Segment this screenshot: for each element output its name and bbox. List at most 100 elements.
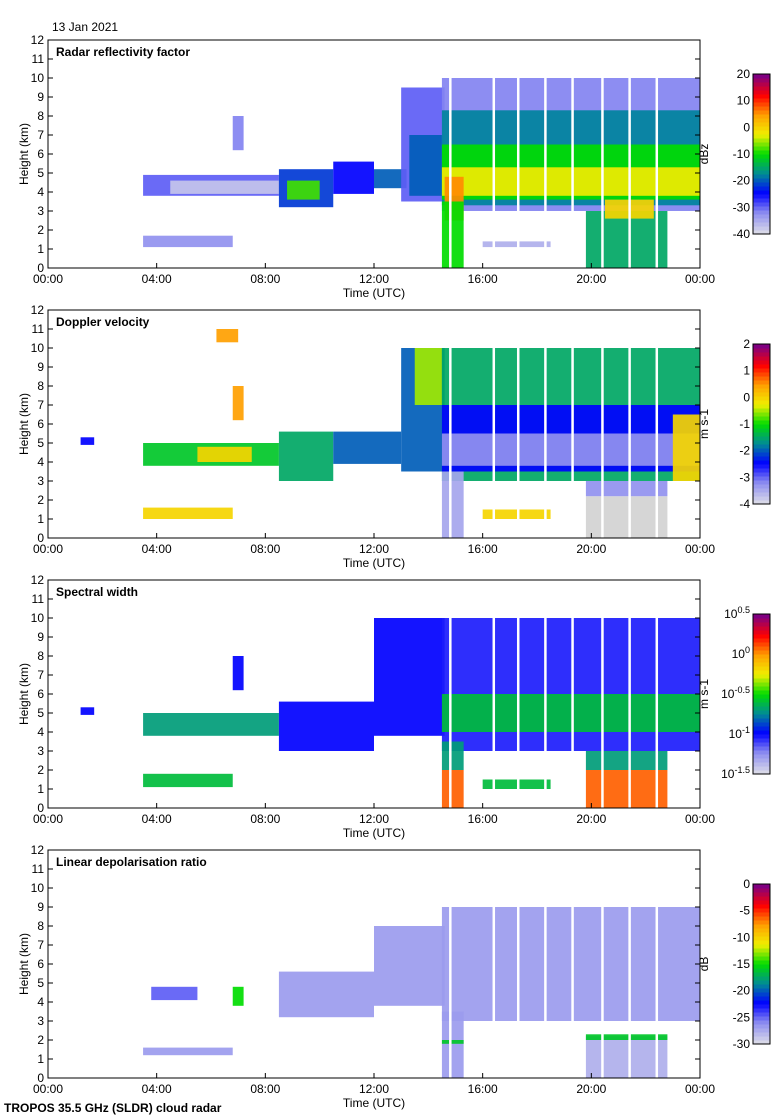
data-region-3 xyxy=(143,713,279,736)
y-tick-label: 1 xyxy=(37,782,44,796)
data-gap xyxy=(544,40,547,268)
data-gap xyxy=(544,310,547,538)
y-tick-label: 7 xyxy=(37,128,44,142)
y-tick-label: 1 xyxy=(37,512,44,526)
colorbar-segment xyxy=(753,614,770,619)
colorbar-segment xyxy=(753,734,770,739)
y-tick-label: 9 xyxy=(37,630,44,644)
data-region-7 xyxy=(278,431,334,481)
y-axis-label: Height (km) xyxy=(17,663,31,725)
colorbar-segment xyxy=(753,1008,770,1013)
colorbar-segment xyxy=(753,1016,770,1021)
colorbar-segment xyxy=(753,702,770,707)
y-tick-label: 6 xyxy=(37,957,44,971)
x-tick-label: 08:00 xyxy=(250,1082,280,1096)
colorbar-segment xyxy=(753,432,770,437)
colorbar-segment xyxy=(753,976,770,981)
y-axis-label: Height (km) xyxy=(17,393,31,455)
data-region-5 xyxy=(216,329,239,343)
x-tick-label: 12:00 xyxy=(359,1082,389,1096)
colorbar-tick-label: 10 xyxy=(737,94,751,108)
y-tick-label: 9 xyxy=(37,900,44,914)
colorbar-segment xyxy=(753,94,770,99)
y-tick-label: 8 xyxy=(37,649,44,663)
y-tick-label: 4 xyxy=(37,185,44,199)
data-gap xyxy=(655,40,659,268)
data-gap xyxy=(492,580,496,808)
y-tick-label: 4 xyxy=(37,995,44,1009)
colorbar-segment xyxy=(753,476,770,481)
colorbar-frame xyxy=(752,73,771,235)
colorbar-tick-label: 10-1.5 xyxy=(721,765,750,781)
data-region-9 xyxy=(441,770,464,808)
x-tick-label: 04:00 xyxy=(142,812,172,826)
data-region-1 xyxy=(80,707,95,715)
data-region-6 xyxy=(374,618,445,736)
colorbar-segment xyxy=(753,988,770,993)
data-region-8 xyxy=(441,1040,464,1044)
colorbar-segment xyxy=(753,464,770,469)
colorbar-segment xyxy=(753,916,770,921)
data-region-7 xyxy=(441,1011,464,1078)
data-region-9 xyxy=(585,1036,668,1078)
colorbar-segment xyxy=(753,194,770,199)
data-region-17 xyxy=(482,241,551,248)
data-gap xyxy=(571,40,574,268)
y-tick-label: 3 xyxy=(37,1014,44,1028)
colorbar-segment xyxy=(753,380,770,385)
data-region-14 xyxy=(441,471,464,538)
colorbar-tick-label: -15 xyxy=(733,957,751,971)
y-tick-label: 11 xyxy=(32,322,45,336)
data-region-8 xyxy=(333,431,402,464)
colorbar-segment xyxy=(753,622,770,627)
data-gap xyxy=(449,580,452,808)
colorbar-segment xyxy=(753,762,770,767)
data-region-14 xyxy=(441,167,700,196)
panel-title: Doppler velocity xyxy=(56,315,150,329)
y-tick-label: 2 xyxy=(37,1033,44,1047)
colorbar-segment xyxy=(753,178,770,183)
colorbar-segment xyxy=(753,348,770,353)
colorbar-segment xyxy=(753,940,770,945)
colorbar-tick-label: -20 xyxy=(733,174,751,188)
y-tick-label: 2 xyxy=(37,763,44,777)
y-tick-label: 0 xyxy=(37,1071,44,1085)
colorbar-segment xyxy=(753,376,770,381)
data-region-13 xyxy=(585,751,668,770)
y-tick-label: 6 xyxy=(37,147,44,161)
colorbar-segment xyxy=(753,726,770,731)
colorbar-tick-label: 10-1 xyxy=(729,725,750,741)
colorbar-segment xyxy=(753,452,770,457)
y-tick-label: 1 xyxy=(37,1052,44,1066)
colorbar-segment xyxy=(753,484,770,489)
colorbar-segment xyxy=(753,86,770,91)
y-tick-label: 0 xyxy=(37,261,44,275)
colorbar-segment xyxy=(753,658,770,663)
panel-title: Spectral width xyxy=(56,585,138,599)
data-region-8 xyxy=(441,694,700,732)
data-gap xyxy=(571,580,574,808)
colorbar-segment xyxy=(753,158,770,163)
data-region-6 xyxy=(441,907,700,1021)
x-tick-label: 00:00 xyxy=(685,1082,715,1096)
y-tick-label: 3 xyxy=(37,744,44,758)
y-tick-label: 11 xyxy=(32,52,45,66)
colorbar-segment xyxy=(753,388,770,393)
colorbar-segment xyxy=(753,1004,770,1009)
colorbar-segment xyxy=(753,130,770,135)
x-tick-label: 12:00 xyxy=(359,542,389,556)
data-region-6 xyxy=(287,180,320,200)
colorbar-segment xyxy=(753,182,770,187)
x-tick-label: 00:00 xyxy=(685,272,715,286)
data-region-2 xyxy=(143,773,233,788)
colorbar-segment xyxy=(753,186,770,191)
colorbar-segment xyxy=(753,122,770,127)
colorbar-segment xyxy=(753,408,770,413)
data-gap xyxy=(571,850,574,1078)
data-gap xyxy=(655,310,659,538)
colorbar-segment xyxy=(753,646,770,651)
colorbar-segment xyxy=(753,110,770,115)
colorbar-tick-label: 1 xyxy=(743,364,750,378)
colorbar-segment xyxy=(753,210,770,215)
colorbar-segment xyxy=(753,98,770,103)
